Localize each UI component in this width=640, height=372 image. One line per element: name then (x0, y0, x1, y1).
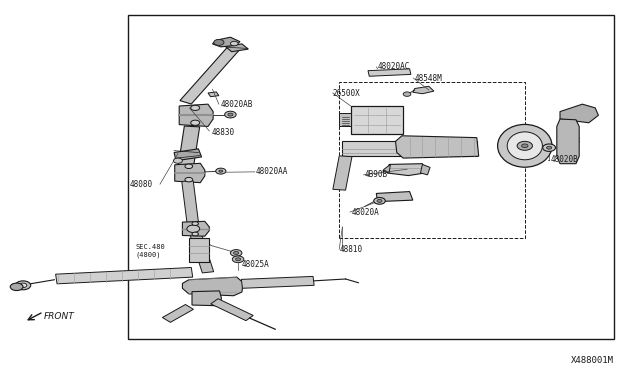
Polygon shape (182, 277, 243, 296)
Polygon shape (56, 267, 193, 284)
Text: 48025A: 48025A (242, 260, 269, 269)
Circle shape (234, 251, 239, 254)
Polygon shape (368, 69, 411, 76)
Polygon shape (180, 46, 239, 104)
Circle shape (216, 168, 226, 174)
Circle shape (191, 120, 200, 125)
Bar (339, 113, 351, 126)
Bar (342, 141, 477, 156)
Circle shape (185, 164, 193, 169)
Circle shape (192, 222, 198, 225)
Polygon shape (241, 276, 314, 288)
Polygon shape (333, 156, 352, 190)
Text: FRONT: FRONT (44, 312, 74, 321)
Polygon shape (383, 164, 390, 173)
Bar (351, 106, 403, 134)
Text: 48020AA: 48020AA (256, 167, 289, 176)
Text: X488001M: X488001M (572, 356, 614, 365)
Text: 48020B: 48020B (550, 155, 578, 164)
Circle shape (191, 105, 200, 110)
Polygon shape (175, 163, 205, 183)
Circle shape (403, 92, 411, 96)
Bar (189, 238, 209, 262)
Text: 48020AC: 48020AC (378, 62, 410, 71)
Circle shape (517, 141, 532, 150)
Text: 48810: 48810 (339, 245, 362, 254)
Text: 48020A: 48020A (352, 208, 380, 217)
Polygon shape (413, 86, 434, 94)
Circle shape (374, 198, 385, 204)
Text: 26500X: 26500X (333, 89, 360, 97)
Circle shape (214, 39, 224, 45)
Circle shape (19, 283, 27, 288)
Ellipse shape (507, 132, 543, 160)
Circle shape (173, 158, 182, 163)
Polygon shape (225, 44, 248, 52)
Circle shape (192, 232, 198, 236)
Ellipse shape (498, 125, 552, 167)
Polygon shape (192, 291, 221, 306)
Polygon shape (208, 92, 219, 97)
Polygon shape (387, 164, 425, 176)
Polygon shape (560, 104, 598, 123)
Text: SEC.480
(4800): SEC.480 (4800) (136, 244, 165, 258)
Circle shape (236, 258, 241, 261)
Polygon shape (376, 192, 413, 202)
Text: 4B90B: 4B90B (365, 170, 388, 179)
Circle shape (185, 177, 193, 182)
Polygon shape (557, 119, 579, 164)
Circle shape (219, 170, 223, 172)
Bar (128, 15, 614, 339)
Circle shape (377, 199, 382, 202)
Text: 48548M: 48548M (415, 74, 442, 83)
Text: 48020AB: 48020AB (221, 100, 253, 109)
Polygon shape (211, 299, 253, 321)
Circle shape (543, 144, 556, 151)
Circle shape (230, 250, 242, 256)
Polygon shape (163, 305, 193, 322)
Circle shape (547, 146, 552, 149)
Circle shape (232, 256, 244, 263)
Circle shape (187, 225, 200, 232)
Polygon shape (178, 126, 200, 169)
Polygon shape (174, 149, 202, 161)
Polygon shape (179, 104, 213, 126)
Circle shape (10, 283, 23, 291)
Text: 48080: 48080 (129, 180, 152, 189)
Polygon shape (188, 228, 214, 273)
Circle shape (522, 144, 528, 148)
Circle shape (230, 41, 238, 46)
Polygon shape (182, 181, 199, 227)
Circle shape (225, 111, 236, 118)
Polygon shape (212, 37, 240, 47)
Circle shape (228, 113, 233, 116)
Polygon shape (182, 221, 209, 236)
Circle shape (15, 281, 31, 290)
Polygon shape (396, 136, 479, 158)
Text: 48830: 48830 (211, 128, 234, 137)
Bar (339, 82, 525, 238)
Polygon shape (420, 164, 430, 175)
